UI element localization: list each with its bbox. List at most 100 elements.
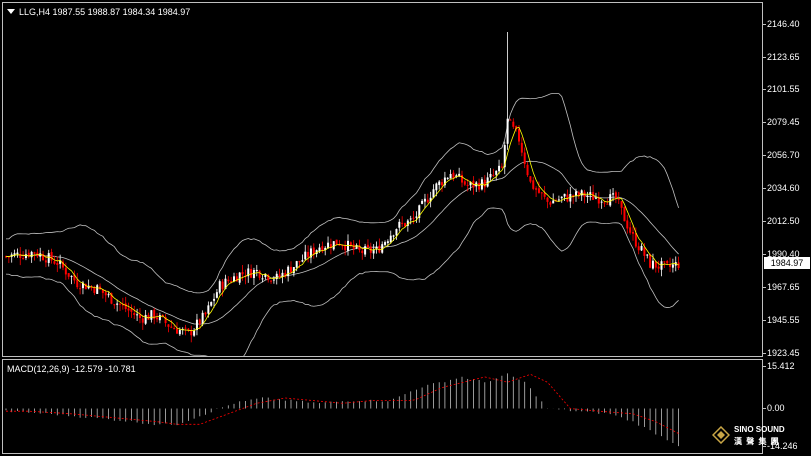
candle [438, 180, 441, 190]
candle [637, 242, 640, 255]
candle [492, 168, 495, 178]
candle [241, 265, 244, 281]
candle [375, 241, 378, 254]
candle [178, 327, 181, 336]
candle [606, 198, 609, 205]
candle [67, 273, 70, 280]
moving-average-line [5, 126, 679, 332]
candle [577, 190, 580, 199]
candle [119, 302, 121, 312]
candle [304, 244, 307, 261]
candle [56, 256, 59, 273]
candle [495, 170, 498, 181]
candle [150, 309, 153, 323]
candle [221, 279, 224, 297]
close-value: 1984.97 [157, 7, 191, 17]
candle [76, 272, 79, 290]
price-axis: 2146.40 2123.65 2101.55 2079.45 2056.70 … [763, 2, 811, 358]
bollinger-lower-band [5, 207, 679, 356]
candle [315, 249, 318, 258]
candle [284, 269, 287, 279]
candle [520, 137, 523, 157]
candle [412, 211, 415, 225]
candle [13, 249, 16, 258]
candle [586, 191, 589, 203]
candle [398, 218, 401, 232]
price-tick: 1923.45 [763, 348, 800, 358]
macd-tick: 15.412 [763, 361, 795, 371]
macd-tick: -14.246 [763, 441, 798, 451]
candle [144, 309, 147, 325]
candle [233, 272, 235, 283]
macd-histogram [5, 373, 679, 447]
candle [87, 279, 90, 290]
candle [127, 302, 130, 318]
price-tick: 2012.50 [763, 216, 800, 226]
candle [415, 211, 418, 223]
candle [418, 204, 421, 223]
logo-chinese-text: 漢 聲 集 團 [734, 437, 780, 446]
price-tick: 2123.65 [763, 52, 800, 62]
candle [195, 313, 198, 336]
candle [30, 250, 33, 263]
candle [210, 301, 213, 307]
candle [130, 304, 133, 318]
candle [592, 184, 595, 201]
candle [344, 240, 347, 256]
logo-brand-text: SINO SOUND [734, 425, 785, 434]
candle [301, 254, 304, 263]
candle [227, 276, 230, 284]
candle [295, 260, 298, 272]
candle [466, 178, 469, 192]
candle [224, 274, 227, 290]
candle [136, 308, 139, 321]
price-chart-pane[interactable]: LLG,H4 1987.55 1988.87 1984.34 1984.97 [2, 2, 763, 357]
candle [173, 325, 176, 330]
macd-pane[interactable]: MACD(12,26,9) -12.579 -10.781 [2, 359, 763, 454]
candle [10, 252, 13, 263]
candle [560, 196, 563, 203]
candle [181, 327, 184, 335]
candle [292, 267, 295, 277]
candle [404, 222, 406, 228]
candle [290, 261, 292, 274]
candle [218, 279, 221, 295]
candle [421, 198, 424, 205]
candle [272, 276, 275, 284]
candle [213, 293, 216, 308]
candle [449, 169, 452, 179]
candle [669, 257, 672, 273]
candle [651, 253, 654, 270]
candle [512, 118, 515, 129]
dropdown-triangle-icon[interactable] [7, 9, 15, 14]
candle [156, 313, 159, 323]
price-tick: 2146.40 [763, 19, 800, 29]
candle [321, 241, 324, 254]
candle [506, 31, 509, 150]
symbol-timeframe: LLG,H4 [19, 7, 51, 17]
candle [107, 292, 110, 298]
candle [27, 249, 30, 259]
candle [364, 243, 367, 257]
macd-header: MACD(12,26,9) -12.579 -10.781 [7, 364, 136, 374]
sino-sound-logo: SINO SOUND 漢 聲 集 團 [708, 418, 808, 454]
candle [167, 324, 170, 333]
candle [649, 253, 652, 269]
candle [366, 239, 369, 249]
candle [660, 257, 663, 277]
candle [566, 189, 569, 203]
candle [446, 177, 449, 180]
candle [589, 186, 592, 201]
candle [73, 270, 76, 284]
candle [70, 275, 73, 285]
candle [671, 258, 674, 273]
bollinger-middle-band [5, 160, 679, 325]
price-tick: 1990.40 [763, 249, 800, 259]
candle [62, 259, 64, 271]
candle [634, 227, 637, 249]
candle [532, 177, 535, 191]
candle [663, 261, 666, 269]
candle [338, 240, 341, 246]
candle [594, 192, 597, 200]
candle [503, 141, 506, 175]
